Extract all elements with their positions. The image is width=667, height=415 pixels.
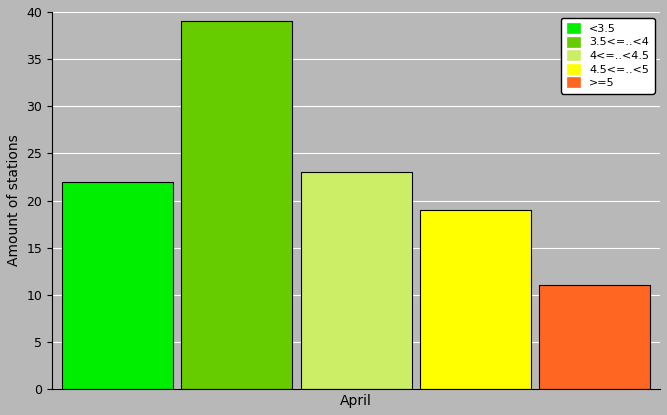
Bar	[539, 286, 650, 389]
Bar	[181, 22, 292, 389]
Y-axis label: Amount of stations: Amount of stations	[7, 135, 21, 266]
Legend: <3.5, 3.5<=..<4, 4<=..<4.5, 4.5<=..<5, >=5: <3.5, 3.5<=..<4, 4<=..<4.5, 4.5<=..<5, >…	[561, 17, 654, 94]
Bar	[62, 182, 173, 389]
Bar	[301, 172, 412, 389]
Bar	[420, 210, 531, 389]
